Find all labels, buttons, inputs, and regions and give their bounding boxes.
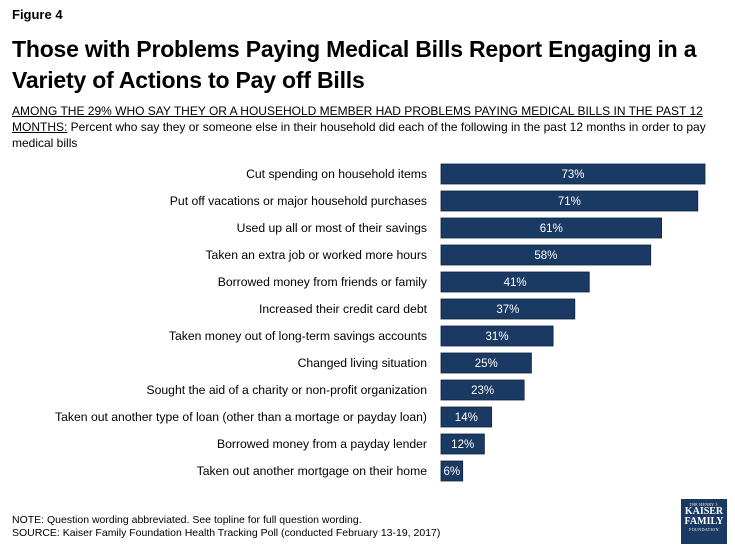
bar [440, 298, 576, 320]
chart-notes: NOTE: Question wording abbreviated. See … [12, 514, 440, 540]
data-label: 41% [504, 277, 527, 289]
data-label: 71% [558, 196, 581, 208]
logo-line-3: FAMILY [684, 516, 724, 527]
logo-line-4: FOUNDATION [689, 527, 719, 532]
category-label: Borrowed money from a payday lender [217, 437, 427, 451]
category-label: Changed living situation [298, 356, 427, 370]
category-label: Cut spending on household items [246, 167, 427, 181]
category-label: Put off vacations or major household pur… [170, 194, 427, 208]
data-label: 25% [475, 358, 498, 370]
bar [440, 217, 663, 239]
category-label: Increased their credit card debt [259, 302, 428, 316]
subtitle-rest: Percent who say they or someone else in … [12, 120, 706, 150]
data-label: 23% [471, 385, 494, 397]
logo-line-2: KAISER [684, 506, 724, 517]
bar [440, 379, 525, 401]
category-label: Used up all or most of their savings [237, 221, 427, 235]
category-label: Sought the aid of a charity or non-profi… [147, 383, 428, 397]
bar [440, 271, 590, 293]
chart-title: Those with Problems Paying Medical Bills… [12, 36, 697, 93]
category-label: Taken out another mortgage on their home [197, 464, 428, 478]
data-label: 6% [444, 466, 461, 478]
chart-subtitle: AMONG THE 29% WHO SAY THEY OR A HOUSEHOL… [12, 103, 727, 151]
logo-line-1: THE HENRY J. [689, 502, 719, 507]
bar [440, 325, 554, 347]
category-label: Taken an extra job or worked more hours [205, 248, 427, 262]
data-label: 58% [534, 250, 557, 262]
data-label: 31% [486, 331, 509, 343]
bar [440, 460, 464, 482]
bar [440, 406, 493, 428]
subtitle-lead: AMONG THE 29% WHO SAY THEY OR A HOUSEHOL… [12, 104, 703, 134]
data-label: 12% [451, 439, 474, 451]
figure-label: Figure 4 [12, 7, 63, 22]
data-label: 73% [561, 169, 584, 181]
bar [440, 190, 699, 212]
bar [440, 352, 532, 374]
category-label: Borrowed money from friends or family [218, 275, 428, 289]
bar [440, 163, 706, 185]
note-text: NOTE: Question wording abbreviated. See … [12, 514, 362, 526]
category-label: Taken out another type of loan (other th… [55, 410, 427, 424]
kff-logo: THE HENRY J. KAISER FAMILY FOUNDATION [681, 499, 727, 544]
data-label: 14% [455, 412, 478, 424]
data-label: 37% [496, 304, 519, 316]
data-label: 61% [540, 223, 563, 235]
bar [440, 433, 485, 455]
category-label: Taken money out of long-term savings acc… [169, 329, 427, 343]
bar-chart: Cut spending on household items 73% Put of… [55, 163, 706, 482]
source-text: SOURCE: Kaiser Family Foundation Health … [12, 527, 441, 539]
bar [440, 244, 652, 266]
